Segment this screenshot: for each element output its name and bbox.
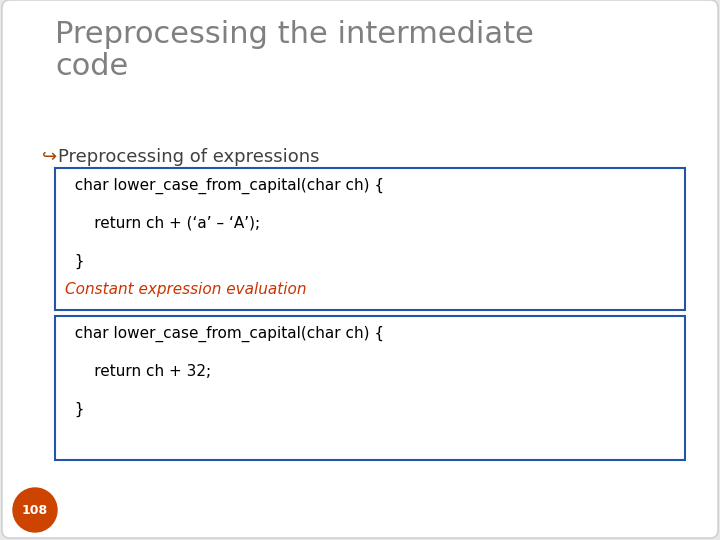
Text: return ch + 32;: return ch + 32;	[65, 364, 211, 379]
Text: }: }	[65, 402, 84, 417]
FancyBboxPatch shape	[55, 316, 685, 460]
Text: Preprocessing the intermediate
code: Preprocessing the intermediate code	[55, 20, 534, 82]
Circle shape	[13, 488, 57, 532]
Text: Constant expression evaluation: Constant expression evaluation	[65, 282, 307, 297]
Text: char lower_case_from_capital(char ch) {: char lower_case_from_capital(char ch) {	[65, 326, 384, 342]
Text: Preprocessing of expressions: Preprocessing of expressions	[58, 148, 320, 166]
Text: 108: 108	[22, 503, 48, 516]
Text: }: }	[65, 254, 84, 269]
Text: ↪: ↪	[42, 148, 57, 166]
Text: char lower_case_from_capital(char ch) {: char lower_case_from_capital(char ch) {	[65, 178, 384, 194]
Text: return ch + (‘a’ – ‘A’);: return ch + (‘a’ – ‘A’);	[65, 216, 260, 231]
FancyBboxPatch shape	[55, 168, 685, 310]
